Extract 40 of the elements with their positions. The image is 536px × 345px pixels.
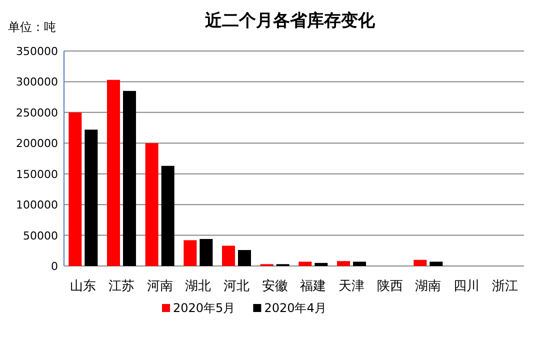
x-tick-label: 河南 (146, 279, 173, 294)
x-tick-label: 河北 (224, 279, 250, 294)
x-tick-label: 浙江 (492, 279, 518, 294)
y-tick-label: 100000 (16, 198, 58, 212)
bar (353, 262, 366, 266)
x-tick-label: 江苏 (108, 279, 134, 294)
bar (145, 143, 158, 266)
legend-label: 2020年4月 (264, 301, 326, 315)
x-tick-label: 陕西 (376, 279, 403, 294)
x-tick-label: 山东 (70, 279, 96, 294)
y-tick-label: 300000 (16, 76, 58, 89)
y-tick-label: 150000 (16, 168, 58, 181)
bar (337, 261, 350, 266)
bar (161, 166, 174, 266)
y-tick-label: 350000 (16, 45, 58, 58)
y-tick-label: 200000 (16, 137, 58, 150)
bar (68, 112, 82, 266)
x-tick-label: 安徽 (262, 278, 288, 294)
bar (84, 130, 98, 266)
y-tick-label: 0 (51, 260, 58, 273)
bar (222, 246, 235, 266)
x-tick-label: 天津 (338, 279, 364, 294)
bar (238, 250, 251, 266)
x-tick-label: 湖北 (185, 279, 212, 294)
bar (298, 262, 312, 266)
bar (107, 80, 120, 266)
bar (200, 238, 213, 266)
bar (123, 90, 136, 266)
x-tick-label: 四川 (454, 279, 480, 294)
y-axis-title: 单位：吨 (8, 20, 56, 34)
bar (430, 262, 443, 266)
bar (414, 260, 427, 266)
x-tick-label: 福建 (300, 279, 326, 294)
chart-title: 近二个月各省库存变化 (204, 11, 376, 31)
x-tick-label: 湖南 (415, 279, 442, 294)
bar (184, 240, 197, 266)
bar (314, 262, 328, 266)
y-tick-label: 50000 (23, 229, 58, 242)
y-tick-label: 250000 (16, 106, 58, 120)
legend-label: 2020年5月 (173, 301, 236, 315)
